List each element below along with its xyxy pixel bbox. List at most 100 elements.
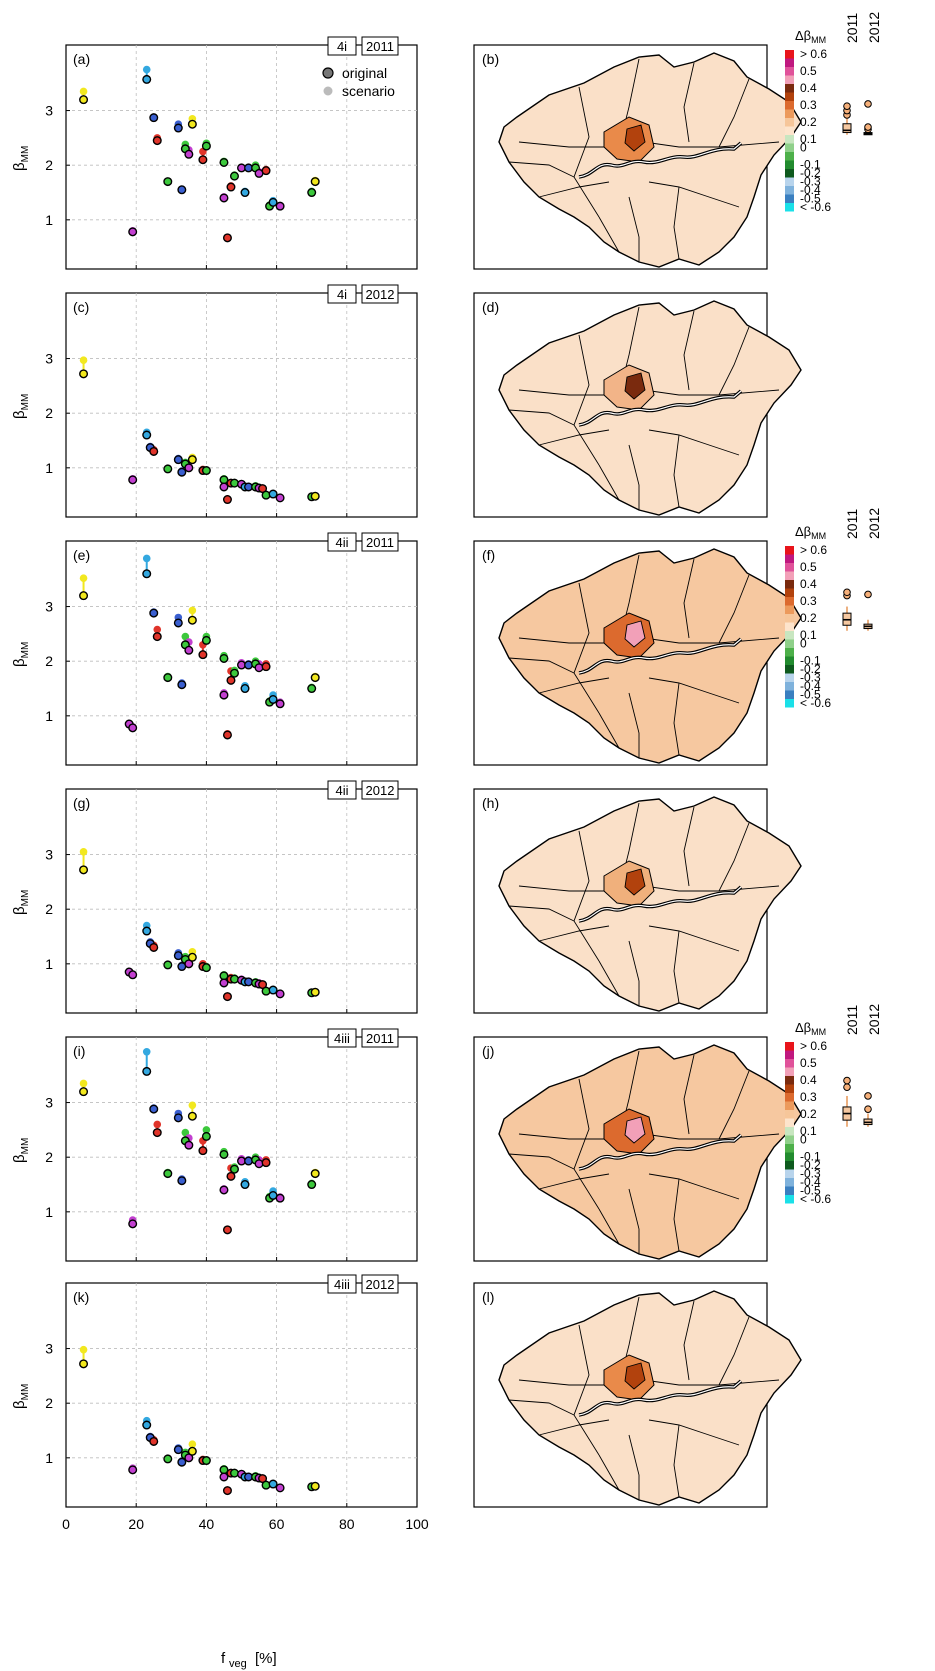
original-point <box>201 963 211 973</box>
original-point <box>229 668 239 678</box>
colorbar-title-sub: MM <box>811 531 826 541</box>
colorbar-swatch <box>785 169 794 178</box>
colorbar-label: 0.5 <box>800 64 817 78</box>
colorbar-swatch <box>785 546 794 555</box>
colorbar-swatch <box>785 1127 794 1136</box>
borough-boundary <box>508 1153 575 1170</box>
colorbar-swatch <box>785 682 794 691</box>
colorbar-title-main: Δβ <box>795 28 811 43</box>
box-col-2012: 2012 <box>866 12 882 43</box>
y-tick-label: 1 <box>45 460 53 476</box>
colorbar-swatch <box>785 554 794 563</box>
year-label: 2012 <box>366 287 395 302</box>
scatter-panel: 1 2 3 βMM (c) 4i 2012 <box>11 284 418 518</box>
london-map <box>498 548 802 764</box>
original-point <box>275 493 285 503</box>
colorbar-label: 0.2 <box>800 1107 817 1121</box>
legend-scenario-marker <box>323 86 333 96</box>
original-point <box>142 1420 152 1430</box>
colorbar-label: -0.1 <box>800 654 821 668</box>
borough-boundary <box>718 1316 750 1386</box>
original-point <box>268 1479 278 1489</box>
borough-boundary <box>628 196 640 262</box>
colorbar-label: 0.4 <box>800 577 817 591</box>
original-point <box>177 185 187 195</box>
original-point <box>240 1180 250 1190</box>
original-point <box>173 1113 183 1123</box>
x-tick-label: 20 <box>128 1516 144 1532</box>
colorbar-swatch <box>785 92 794 101</box>
colorbar-label: < -0.6 <box>800 1192 831 1206</box>
original-point <box>79 1359 89 1369</box>
river-thames-inner <box>578 638 742 674</box>
colorbar-label: -0.3 <box>800 1167 821 1181</box>
scenario-label: 4ii <box>335 535 348 550</box>
y-axis-label: βMM <box>11 146 31 171</box>
original-point <box>163 1454 173 1464</box>
original-point <box>240 188 250 198</box>
scenario-box <box>327 1028 357 1048</box>
original-point <box>226 182 236 192</box>
y-axis-label-main: β <box>11 1154 28 1163</box>
boxplot-outlier <box>864 123 872 131</box>
borough-boundary <box>673 1424 680 1498</box>
borough-boundary <box>628 692 640 758</box>
original-point <box>219 482 229 492</box>
river-thames-inner <box>578 1380 742 1416</box>
panel-letter: (a) <box>73 51 90 67</box>
y-tick-label: 3 <box>45 103 53 119</box>
colorbar-label: > 0.6 <box>800 543 827 557</box>
borough-boundary <box>538 181 610 198</box>
scenario-box <box>327 532 357 552</box>
river-thames-inner <box>578 886 742 922</box>
boxplot-outlier <box>843 588 851 597</box>
colorbar-swatch <box>785 58 794 67</box>
colorbar-swatch <box>785 622 794 631</box>
borough-boundary <box>673 930 680 1004</box>
scatter-panel: 1 2 3 βMM (i) 4iii 2011 <box>11 1028 418 1262</box>
borough-boundary <box>538 1173 610 1190</box>
london-map <box>498 1044 802 1260</box>
original-point <box>222 992 232 1002</box>
original-point <box>222 495 232 505</box>
borough-boundary <box>573 1324 600 1456</box>
colorbar-swatch <box>785 126 794 135</box>
colorbar-label: 0.2 <box>800 611 817 625</box>
original-point <box>142 74 152 84</box>
scenario-point <box>142 65 151 74</box>
colorbar-swatch <box>785 1118 794 1127</box>
panel-letter: (e) <box>73 547 90 563</box>
colorbar-label: -0.3 <box>800 175 821 189</box>
colorbar-swatch <box>785 1152 794 1161</box>
original-point <box>187 119 197 129</box>
borough-boundary <box>508 657 575 674</box>
original-point <box>310 491 320 501</box>
colorbar-label: 0.5 <box>800 560 817 574</box>
original-point <box>219 1149 229 1159</box>
colorbar-swatch <box>785 67 794 76</box>
borough-boundary <box>648 925 740 952</box>
original-point <box>128 970 138 980</box>
borough-boundary <box>628 940 640 1006</box>
original-point <box>142 1066 152 1076</box>
map-panel: (h) <box>473 788 802 1014</box>
scatter-panel: 1 2 3 βMM (e) 4ii 2011 <box>11 532 418 766</box>
y-axis-label-main: β <box>11 658 28 667</box>
colorbar-label: -0.1 <box>800 1150 821 1164</box>
x-axis-label-unit: [%] <box>255 1650 277 1667</box>
original-point <box>177 680 187 690</box>
colorbar-label: < -0.6 <box>800 200 831 214</box>
original-point <box>149 942 159 952</box>
colorbar-swatch <box>785 563 794 572</box>
borough-boundary <box>683 558 695 639</box>
original-point <box>201 635 211 645</box>
original-point <box>201 1131 211 1141</box>
colorbar-swatch <box>785 673 794 682</box>
year-box <box>361 1028 399 1048</box>
scenario-label: 4iii <box>334 1277 350 1292</box>
y-tick-label: 2 <box>45 653 53 669</box>
original-point <box>198 1146 208 1156</box>
colorbar-swatch <box>785 1059 794 1068</box>
original-point <box>187 615 197 625</box>
boxplot-outlier <box>864 1092 872 1100</box>
